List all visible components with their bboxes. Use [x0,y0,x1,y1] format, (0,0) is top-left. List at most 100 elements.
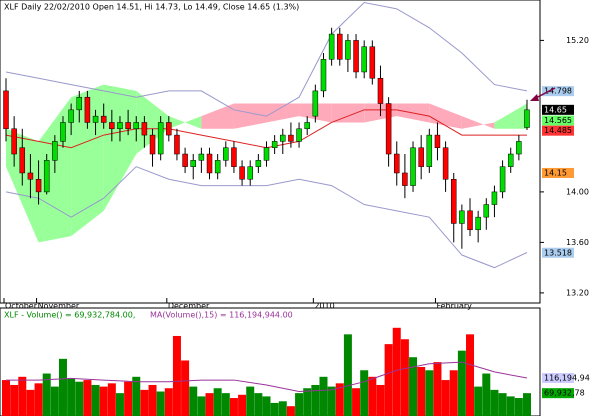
candle-body [231,147,237,167]
candle-body [312,90,319,117]
volume-ma-title: MA(Volume(),15) = 116,194,944.00 [150,311,293,320]
volume-bar [360,370,369,416]
candle-body [125,122,131,130]
candle-body [166,122,172,136]
candle-body [369,46,376,79]
volume-bar [75,381,84,416]
candle-body [157,122,164,155]
value-marker [542,247,574,258]
cloud [461,116,495,129]
y-tick-label: 13.20 [566,288,589,297]
volume-bar [506,396,515,416]
volume-bar [140,389,149,416]
volume-bar [18,376,27,416]
candle-body [524,109,530,128]
candle-body [223,147,229,161]
candle-body [507,153,514,167]
cloud [168,116,202,129]
volume-bar [262,396,271,416]
volume-bar [311,384,320,416]
candle-body [27,172,34,180]
candle-body [328,33,335,60]
value-marker-label: 13.518 [544,248,572,257]
volume-bar [409,357,418,416]
value-marker [542,86,574,97]
volume-bar [286,406,295,416]
value-marker-label: 116,194,94 [544,374,590,383]
candle-body [92,115,99,123]
volume-title: XLF - Volume() = 69,932,784.00, [4,311,135,320]
volume-bar [67,378,76,416]
candle-body [271,141,278,148]
candle-body [100,115,107,123]
candle-body [76,96,83,111]
volume-bar [417,367,426,416]
volume-bar [474,386,483,416]
volume-bar [42,373,51,416]
candle-body [19,147,26,174]
candle-body [43,160,50,193]
volume-bar [303,388,312,416]
x-tick-label: 2010 [314,302,334,311]
cloud [266,103,300,123]
cloud [494,103,527,129]
volume-bar [246,386,255,416]
volume-bar [433,362,442,416]
volume-bar [164,388,173,416]
candle-body [214,160,221,174]
volume-bar [148,384,157,416]
candle-body [394,153,400,174]
candle-body [377,78,384,104]
candle-body [52,141,58,161]
volume-bar [425,370,434,416]
volume-bar [335,383,344,416]
volume-bar [58,358,67,416]
x-tick-label: October [5,302,38,311]
candle-body [483,204,490,218]
candle-body [499,166,506,193]
volume-bar [319,376,328,416]
indicator-line [5,1,528,117]
volume-bar [368,376,377,416]
candle-body [426,134,433,167]
volume-bar [221,393,230,416]
volume-bar [343,334,352,416]
volume-bar [50,386,59,416]
candle-body [361,46,367,73]
candle-body [60,122,66,142]
candle-body [68,109,74,123]
arrow-head [530,94,539,101]
volume-bar [482,373,491,416]
volume-bar [26,389,35,416]
x-tick-label: February [436,302,472,311]
candle-body [450,179,457,224]
volume-bar [352,388,361,416]
candle-body [255,160,262,167]
candle-body [491,191,498,205]
cloud [331,103,365,123]
candle-body [263,147,270,161]
volume-bar [2,380,10,416]
indicator-line [5,166,528,269]
value-marker [542,373,574,384]
y-tick-label: 13.60 [566,238,589,247]
volume-bar [132,376,141,416]
value-marker [542,125,574,136]
value-marker [542,388,574,399]
candle-body [418,147,424,167]
volume-bar [392,327,401,416]
candle-body [174,134,180,155]
candle-body [337,33,343,60]
volume-bar [197,396,206,416]
candle-body [467,210,473,231]
candle-body [109,122,115,130]
candle-body [516,141,522,155]
volume-bar [99,386,108,416]
candle-body [345,40,351,60]
value-marker-label: 14.565 [544,116,572,125]
volume-bar [449,370,458,416]
value-marker-label: 14.798 [544,87,572,96]
candle-body [304,122,310,130]
candle-body [320,59,327,92]
